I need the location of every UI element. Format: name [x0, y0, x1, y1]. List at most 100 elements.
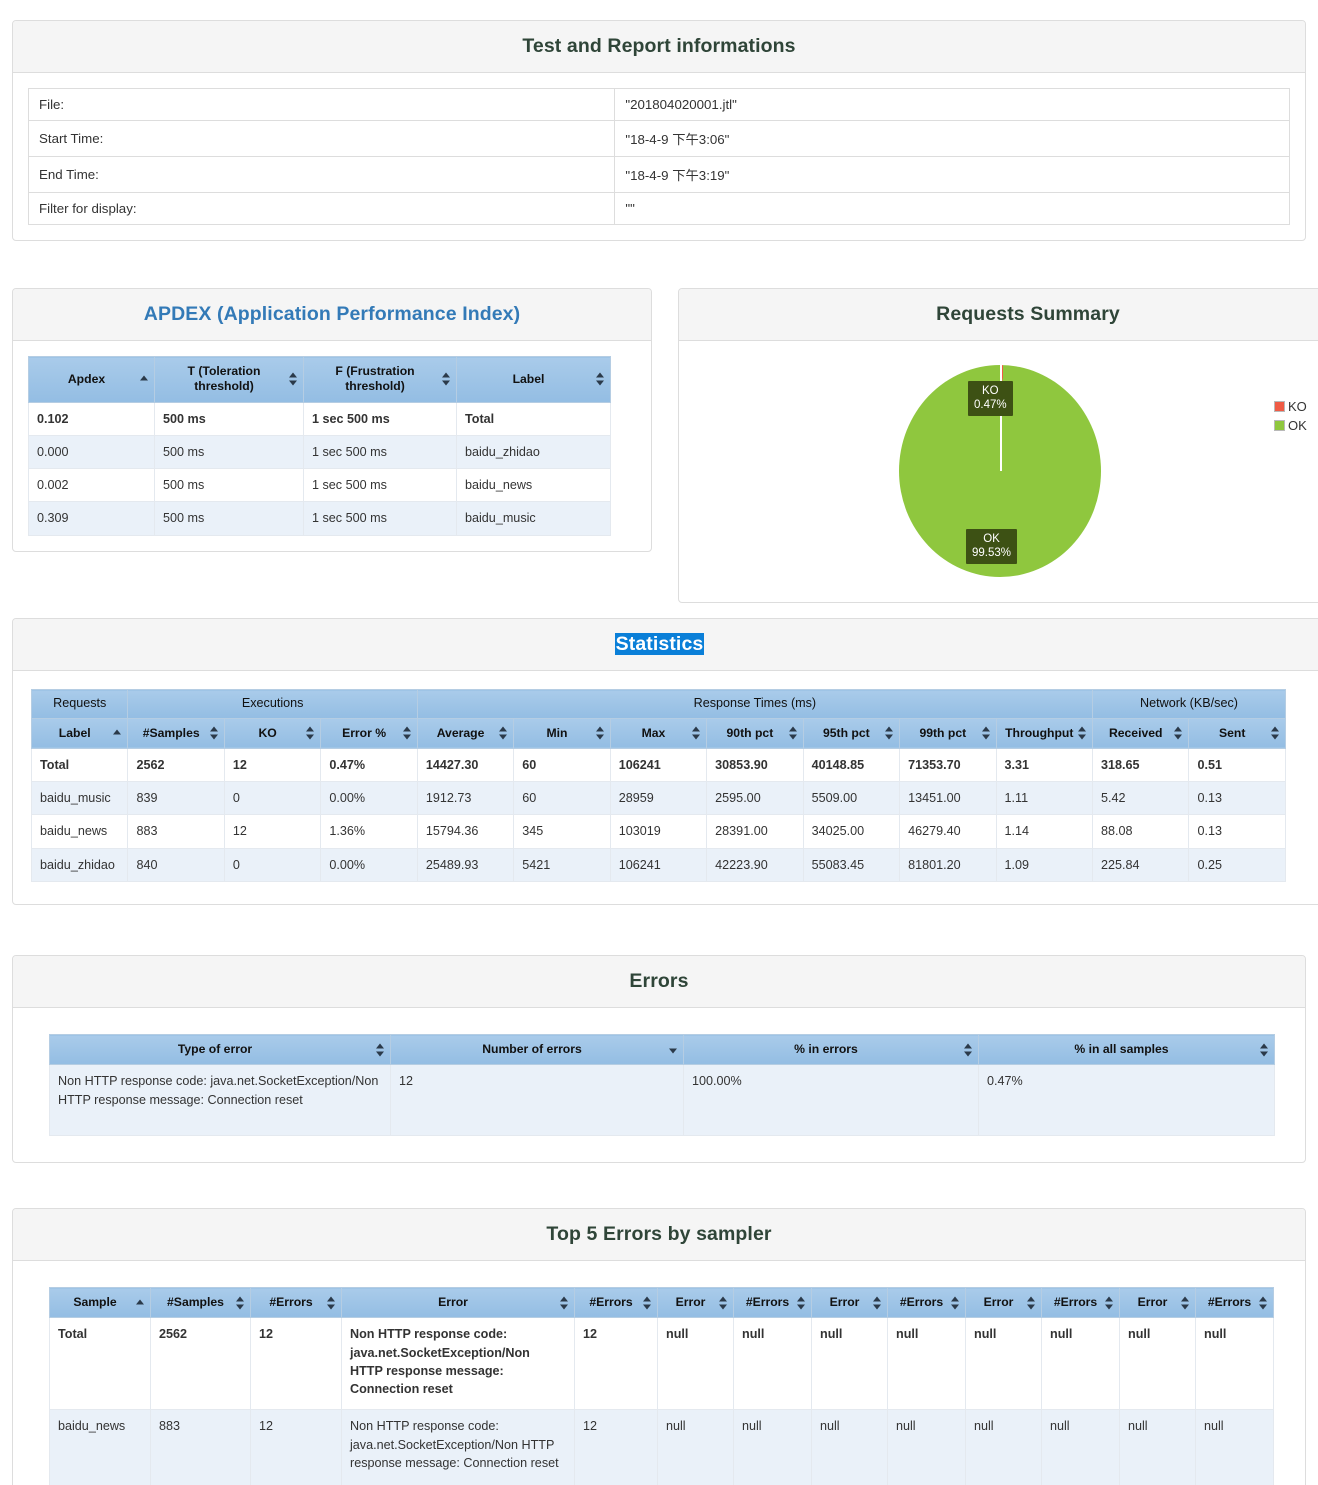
stats-col-min-text: Min — [546, 725, 568, 740]
sort-icon[interactable] — [289, 372, 298, 386]
sort-icon[interactable] — [595, 726, 605, 740]
sort-icon[interactable] — [1077, 726, 1087, 740]
sort-icon[interactable] — [692, 726, 701, 740]
apdex-toleration: 500 ms — [154, 434, 304, 470]
sort-icon[interactable] — [402, 726, 412, 740]
stats-col-ko[interactable]: KO — [223, 717, 322, 749]
sort-descending-icon[interactable] — [669, 1043, 678, 1056]
sort-icon[interactable] — [1181, 1296, 1190, 1310]
stats-col-received[interactable]: Received — [1091, 717, 1190, 749]
errors-col-number[interactable]: Number of errors — [390, 1033, 684, 1066]
errors-col-pct-all-samples[interactable]: % in all samples — [978, 1033, 1275, 1066]
sort-icon[interactable] — [442, 372, 451, 386]
sort-icon[interactable] — [1271, 726, 1280, 740]
requests-summary-heading: Requests Summary — [679, 289, 1318, 341]
sort-icon[interactable] — [797, 1296, 806, 1310]
stats-col-error-pct[interactable]: Error % — [320, 717, 418, 749]
apdex-col-apdex[interactable]: Apdex — [28, 356, 155, 403]
sort-ascending-icon[interactable] — [136, 1296, 145, 1309]
stats-col-label[interactable]: Label — [30, 717, 129, 749]
stats-col-p99[interactable]: 99th pct — [899, 717, 997, 749]
sort-icon[interactable] — [306, 726, 315, 740]
stats-col-p95[interactable]: 95th pct — [802, 717, 901, 749]
sort-icon[interactable] — [376, 1043, 385, 1057]
sort-icon[interactable] — [964, 1043, 973, 1057]
sort-ascending-icon[interactable] — [140, 373, 149, 386]
stats-col-max[interactable]: Max — [609, 717, 708, 749]
top5-cell-n5: null — [1195, 1409, 1274, 1485]
stats-col-samples[interactable]: #Samples — [127, 717, 225, 749]
errors-col-pct-in-errors[interactable]: % in errors — [683, 1033, 979, 1066]
sort-icon[interactable] — [1259, 1296, 1268, 1310]
stats-cell-throughput: 1.11 — [995, 781, 1093, 816]
top5-col-error-2[interactable]: Error — [657, 1286, 734, 1319]
test-info-heading: Test and Report informations — [13, 21, 1305, 73]
statistics-panel: Statistics Requests Executions Response … — [12, 618, 1318, 905]
top5-col-error-3[interactable]: Error — [811, 1286, 888, 1319]
top5-col-error-1[interactable]: Error — [341, 1286, 575, 1319]
top5-col-errors-1[interactable]: #Errors — [574, 1286, 658, 1319]
top5-col-error-4[interactable]: Error — [965, 1286, 1042, 1319]
stats-col-sent[interactable]: Sent — [1188, 717, 1286, 749]
errors-col-type[interactable]: Type of error — [49, 1033, 391, 1066]
errors-body: Type of error Number of errors % in erro… — [13, 1008, 1305, 1162]
top5-col-errors-5[interactable]: #Errors — [1195, 1286, 1274, 1319]
sort-icon[interactable] — [1027, 1296, 1036, 1310]
sort-icon[interactable] — [499, 726, 508, 740]
top5-col-errors-3[interactable]: #Errors — [887, 1286, 966, 1319]
stats-cell-average: 14427.30 — [416, 747, 515, 783]
sort-icon[interactable] — [1174, 726, 1183, 740]
top5-col-errors-4[interactable]: #Errors — [1041, 1286, 1120, 1319]
sort-icon[interactable] — [981, 726, 991, 740]
top5-col-errors-total[interactable]: #Errors — [250, 1286, 342, 1319]
table-row: 0.000 500 ms 1 sec 500 ms baidu_zhidao — [28, 434, 611, 470]
top5-col-samples[interactable]: #Samples — [150, 1286, 251, 1319]
top5-errors-heading: Top 5 Errors by sampler — [13, 1209, 1305, 1261]
requests-summary-body: KO 0.47% OK 99.53% KO — [679, 341, 1318, 602]
info-key-start-time: Start Time: — [27, 120, 616, 157]
apdex-col-toleration[interactable]: T (Toleration threshold) — [154, 356, 304, 403]
sort-icon[interactable] — [719, 1296, 728, 1310]
errors-table: Type of error Number of errors % in erro… — [49, 1033, 1275, 1137]
sort-icon[interactable] — [788, 726, 798, 740]
apdex-col-frustration[interactable]: F (Frustration threshold) — [303, 356, 457, 403]
pie-label-ok-name: OK — [983, 533, 1000, 545]
stats-cell-average: 1912.73 — [416, 781, 515, 816]
stats-cell-error-pct: 0.00% — [320, 781, 418, 816]
top5-col-errors-2[interactable]: #Errors — [733, 1286, 812, 1319]
stats-col-throughput[interactable]: Throughput — [995, 717, 1093, 749]
sort-icon[interactable] — [596, 372, 605, 386]
legend-item-ok[interactable]: OK — [1274, 416, 1307, 435]
apdex-heading: APDEX (Application Performance Index) — [13, 289, 651, 341]
sort-icon[interactable] — [560, 1296, 569, 1310]
sort-ascending-icon[interactable] — [113, 727, 122, 740]
sort-icon[interactable] — [643, 1296, 652, 1310]
apdex-panel: APDEX (Application Performance Index) Ap… — [12, 288, 652, 552]
top5-col-error-5[interactable]: Error — [1119, 1286, 1196, 1319]
sort-icon[interactable] — [236, 1296, 245, 1310]
table-row: 0.002 500 ms 1 sec 500 ms baidu_news — [28, 467, 611, 503]
stats-cell-error-pct: 0.00% — [320, 847, 418, 882]
sort-icon[interactable] — [1260, 1043, 1269, 1057]
stats-col-min[interactable]: Min — [513, 717, 611, 749]
sort-icon[interactable] — [885, 726, 894, 740]
sort-icon[interactable] — [327, 1296, 336, 1310]
sort-icon[interactable] — [1105, 1296, 1114, 1310]
apdex-col-label[interactable]: Label — [456, 356, 611, 403]
sort-icon[interactable] — [209, 726, 219, 740]
stats-cell-ko: 0 — [223, 847, 322, 882]
top5-errors-body: Sample #Samples #Errors Error #Errors Er… — [13, 1261, 1305, 1485]
apdex-frustration: 1 sec 500 ms — [303, 434, 457, 470]
errors-cell-number: 12 — [390, 1064, 684, 1137]
pie-chart-area: KO 0.47% OK 99.53% — [694, 349, 1274, 594]
top5-cell-n2: null — [733, 1317, 812, 1411]
top5-col-error-5-text: Error — [1137, 1295, 1168, 1309]
legend-item-ko[interactable]: KO — [1274, 397, 1307, 416]
top5-cell-n5: null — [1195, 1317, 1274, 1411]
top5-col-sample[interactable]: Sample — [49, 1286, 151, 1319]
sort-icon[interactable] — [873, 1296, 882, 1310]
stats-col-p90[interactable]: 90th pct — [706, 717, 804, 749]
sort-icon[interactable] — [951, 1296, 960, 1310]
info-value-start-time: "18-4-9 下午3:06" — [614, 120, 1290, 157]
stats-col-average[interactable]: Average — [416, 717, 515, 749]
